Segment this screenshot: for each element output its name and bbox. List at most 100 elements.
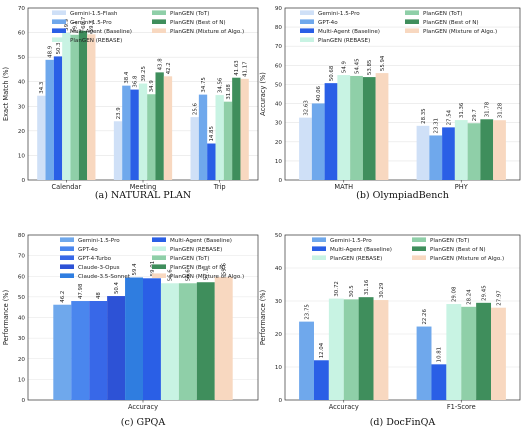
data-label: 28.35 bbox=[421, 108, 427, 123]
data-label: 30.72 bbox=[334, 281, 340, 296]
legend-swatch bbox=[60, 237, 74, 242]
x-tick-label: MATH bbox=[334, 183, 353, 191]
y-tick-label: 30 bbox=[18, 336, 26, 342]
bar bbox=[362, 77, 376, 180]
data-label: 50.68 bbox=[329, 65, 335, 81]
bar bbox=[416, 326, 432, 400]
bar bbox=[71, 301, 90, 400]
data-label: 30.29 bbox=[379, 282, 385, 298]
y-tick-label: 0 bbox=[21, 398, 25, 404]
x-tick-label: Accuracy bbox=[329, 403, 359, 411]
legend-label: Gemini-1.5-Flash bbox=[70, 11, 118, 17]
x-tick-label: Meeting bbox=[130, 183, 157, 191]
bar bbox=[160, 283, 179, 400]
bar bbox=[125, 277, 143, 400]
data-label: 29.08 bbox=[452, 286, 458, 302]
legend-label: Multi-Agent (Baseline) bbox=[70, 29, 132, 35]
chart-caption: (d) DocFinQA bbox=[370, 417, 436, 428]
bar bbox=[62, 32, 71, 181]
data-label: 34.75 bbox=[201, 77, 207, 92]
y-tick-label: 20 bbox=[275, 140, 283, 146]
bar bbox=[214, 277, 233, 400]
legend-swatch bbox=[60, 264, 74, 269]
data-label: 41.63 bbox=[234, 60, 240, 75]
legend-label: GPT-4o bbox=[78, 247, 98, 253]
bar bbox=[491, 307, 506, 400]
data-label: 27.97 bbox=[496, 290, 502, 305]
bar bbox=[78, 30, 88, 181]
data-label: 23.9 bbox=[116, 107, 122, 120]
legend-label: GPT-4-Turbo bbox=[78, 256, 112, 262]
bar bbox=[196, 282, 215, 400]
bar bbox=[467, 123, 481, 180]
bar bbox=[299, 321, 314, 400]
data-label: 55.94 bbox=[380, 55, 386, 71]
bar bbox=[373, 300, 389, 400]
data-label: 31.28 bbox=[497, 102, 503, 118]
y-tick-label: 10 bbox=[18, 377, 26, 383]
legend-label: PlanGEN (Best of N) bbox=[423, 20, 479, 26]
y-tick-label: 80 bbox=[275, 25, 283, 31]
bar bbox=[107, 296, 126, 400]
y-tick-label: 10 bbox=[275, 159, 283, 165]
y-tick-label: 10 bbox=[18, 153, 26, 159]
legend-label: Gemini-1.5-Pro bbox=[70, 20, 112, 26]
data-label: 60.7 bbox=[81, 17, 87, 29]
data-label: 27.54 bbox=[446, 109, 452, 125]
x-tick-label: Trip bbox=[213, 183, 226, 191]
data-label: 48 bbox=[96, 292, 102, 299]
legend-label: Multi-Agent (Baseline) bbox=[318, 29, 380, 35]
legend-label: Gemini-1.5-Pro bbox=[318, 11, 360, 17]
bar bbox=[442, 127, 455, 180]
y-axis-label: Performance (%) bbox=[259, 290, 267, 345]
legend-swatch bbox=[52, 28, 66, 33]
y-tick-label: 30 bbox=[275, 299, 283, 305]
chart-panel-4: 0 10 20 30 40 50 Performance (%) 23.75 12.04 30.7… bbox=[259, 233, 521, 428]
bar bbox=[446, 304, 462, 400]
legend-swatch bbox=[152, 10, 166, 15]
bar bbox=[89, 301, 108, 400]
y-axis-label: Exact Match (%) bbox=[2, 67, 10, 121]
legend-label: Gemini-1.5-Pro bbox=[330, 238, 372, 244]
y-tick-label: 70 bbox=[18, 6, 26, 12]
bar bbox=[454, 120, 468, 180]
legend-swatch bbox=[300, 28, 314, 33]
data-label: 28.24 bbox=[466, 289, 472, 305]
plot-frame bbox=[284, 234, 521, 401]
y-tick-label: 50 bbox=[275, 82, 283, 88]
legend-swatch bbox=[412, 246, 426, 251]
bar bbox=[350, 75, 363, 180]
data-label: 23.31 bbox=[434, 118, 440, 133]
legend-label: Multi-Agent (Baseline) bbox=[330, 247, 392, 253]
y-tick-label: 20 bbox=[275, 332, 283, 338]
bar bbox=[215, 95, 224, 180]
y-tick-label: 50 bbox=[275, 233, 283, 239]
y-tick-label: 60 bbox=[18, 274, 26, 280]
legend: Gemini-1.5-Pro Multi-Agent (Baseline) Plan… bbox=[312, 237, 504, 262]
y-axis-label: Performance (%) bbox=[2, 290, 10, 345]
legend-swatch bbox=[405, 10, 419, 15]
bar bbox=[113, 121, 123, 180]
legend-swatch bbox=[60, 273, 74, 278]
data-label: 40.06 bbox=[316, 85, 322, 101]
bar bbox=[480, 119, 494, 180]
bar bbox=[190, 117, 199, 180]
data-label: 36.8 bbox=[132, 75, 138, 88]
bar bbox=[358, 297, 374, 400]
bar bbox=[223, 101, 233, 180]
bar bbox=[416, 125, 430, 180]
legend-swatch bbox=[152, 28, 166, 33]
data-label: 31.36 bbox=[459, 102, 465, 118]
bar bbox=[130, 89, 139, 180]
y-tick-label: 20 bbox=[18, 357, 26, 363]
data-label: 56.6 bbox=[168, 269, 174, 282]
legend-swatch bbox=[405, 28, 419, 33]
bar bbox=[313, 360, 329, 400]
legend-swatch bbox=[52, 37, 66, 42]
bar bbox=[328, 298, 344, 400]
legend-label: PlanGEN (ToT) bbox=[170, 256, 209, 262]
y-tick-label: 60 bbox=[18, 31, 26, 37]
bar bbox=[337, 75, 351, 180]
data-label: 56.6 bbox=[186, 269, 192, 282]
